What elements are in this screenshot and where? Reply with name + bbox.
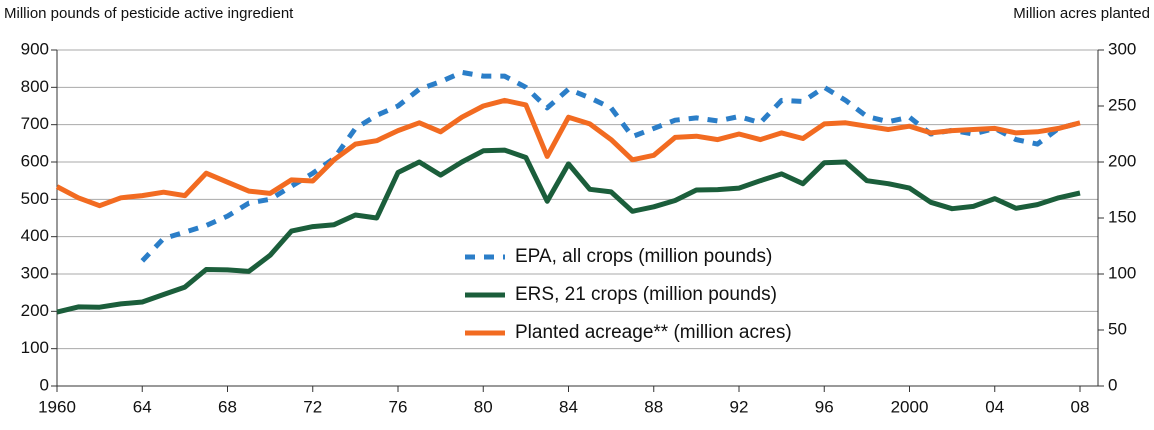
x-tick-label: 04	[985, 397, 1004, 416]
y-tick-label: 400	[21, 226, 49, 245]
y2-axis-label: Million acres planted	[1013, 5, 1150, 22]
x-tick-label: 2000	[891, 397, 929, 416]
x-tick-label: 64	[133, 397, 152, 416]
y2-tick-label: 0	[1108, 375, 1117, 394]
series-line	[55, 97, 1081, 209]
legend-label: Planted acreage** (million acres)	[515, 322, 792, 343]
y2-tick-label: 200	[1108, 151, 1136, 170]
y-tick-label: 100	[21, 338, 49, 357]
x-tick-label: 76	[389, 397, 408, 416]
y-tick-label: 800	[21, 77, 49, 96]
y2-tick-label: 50	[1108, 319, 1127, 338]
y2-tick-label: 300	[1108, 39, 1136, 58]
x-tick-label: 68	[218, 397, 237, 416]
x-tick-label: 80	[474, 397, 493, 416]
y2-tick-label: 100	[1108, 263, 1136, 282]
y-tick-label: 600	[21, 151, 49, 170]
x-tick-label: 08	[1071, 397, 1090, 416]
y2-tick-label: 150	[1108, 207, 1136, 226]
x-tick-label: 92	[730, 397, 749, 416]
y2-tick-label: 250	[1108, 95, 1136, 114]
series-line	[140, 69, 1081, 263]
y-tick-label: 700	[21, 114, 49, 133]
x-tick-label: 96	[815, 397, 834, 416]
y-tick-label: 500	[21, 189, 49, 208]
x-tick-label: 1960	[38, 397, 76, 416]
y-tick-label: 300	[21, 263, 49, 282]
x-tick-label: 84	[559, 397, 578, 416]
x-tick-label: 72	[303, 397, 322, 416]
y-tick-label: 900	[21, 39, 49, 58]
x-tick-label: 88	[644, 397, 663, 416]
y-axis-label: Million pounds of pesticide active ingre…	[4, 5, 294, 22]
legend-label: ERS, 21 crops (million pounds)	[515, 284, 777, 305]
legend-label: EPA, all crops (million pounds)	[515, 246, 772, 267]
series-line	[56, 147, 1081, 315]
y-tick-label: 0	[40, 375, 49, 394]
y-tick-label: 200	[21, 301, 49, 320]
